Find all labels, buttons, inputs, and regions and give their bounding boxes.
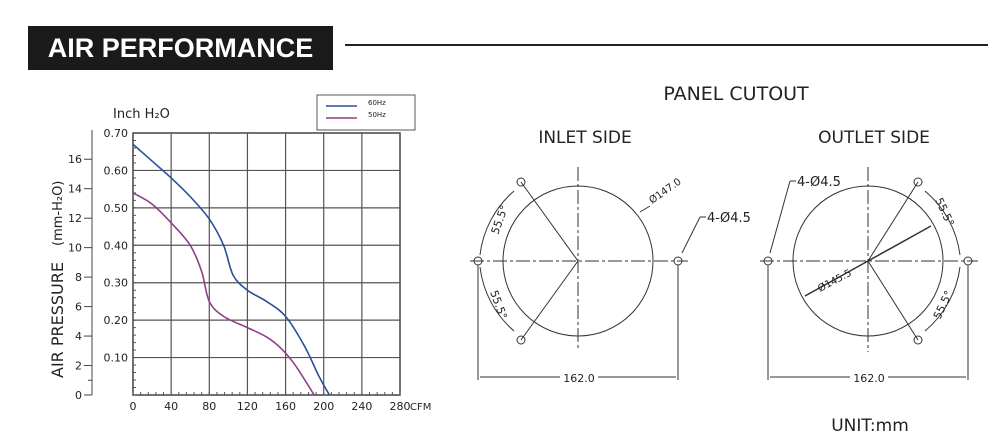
plot-frame — [132, 132, 401, 396]
y-tick-label: 0.20 — [104, 314, 129, 327]
mm-tick-label: 8 — [75, 271, 82, 284]
panel-cutout: PANEL CUTOUT INLET SIDE OUTLET SIDE UNIT… — [470, 83, 978, 436]
mm-tick-label: 0 — [75, 389, 82, 402]
mm-tick-label: 2 — [75, 360, 82, 373]
mount-hole — [516, 177, 526, 187]
y-tick-label: 0.10 — [104, 352, 129, 365]
angle-label: 55.5° — [931, 289, 955, 322]
mount-hole — [913, 177, 923, 187]
unit-label: UNIT:mm — [831, 416, 909, 436]
angle-label: 55.5° — [489, 203, 511, 236]
mm-tick-label: 14 — [68, 183, 82, 196]
inlet-drawing: 55.5° 55.5° Ø147.0 4-Ø4.5 162.0 — [470, 167, 751, 385]
outlet-drawing: 55.5° 55.5° Ø145.5 4-Ø4.5 162.0 — [760, 167, 978, 385]
inlet-label: INLET SIDE — [538, 128, 631, 148]
mm-tick-label: 10 — [68, 242, 82, 255]
cutout-title: PANEL CUTOUT — [663, 83, 809, 105]
y-tick-label: 0.40 — [104, 239, 129, 252]
angle-label: 55.5° — [932, 196, 956, 229]
x-tick-label: 40 — [164, 400, 178, 413]
mm-tick-label: 16 — [68, 153, 82, 166]
outlet-label: OUTLET SIDE — [818, 128, 930, 148]
y-axis-unit: (mm-H₂O) — [51, 181, 66, 246]
y-tick-label: 0.50 — [104, 202, 129, 215]
holes-label: 4-Ø4.5 — [797, 175, 841, 190]
mm-tick-label: 6 — [75, 301, 82, 314]
section-title: AIR PERFORMANCE — [28, 26, 333, 70]
angle-label: 55.5° — [487, 289, 509, 322]
legend-box — [316, 94, 416, 131]
x-tick-label: 0 — [130, 400, 137, 413]
mount-hole — [913, 335, 923, 345]
mm-tick-label: 12 — [68, 212, 82, 225]
y-tick-label: 0.30 — [104, 277, 129, 290]
diameter-label: Ø145.5 — [816, 267, 854, 295]
x-axis-label: CFM — [410, 402, 431, 413]
y-tick-label: 0.70 — [104, 127, 129, 140]
x-tick-label: 200 — [313, 400, 334, 413]
mount-hole — [516, 335, 526, 345]
x-tick-label: 240 — [351, 400, 372, 413]
air-performance-chart: 0 40 80 120 160 200 240 280 CFM0.100.200.300.400… — [48, 94, 431, 413]
y-axis-label: AIR PRESSURE — [48, 262, 67, 378]
series-line-60Hz — [132, 143, 331, 396]
y-tick-label: 0.60 — [104, 164, 129, 177]
mm-tick-label: 4 — [75, 330, 82, 343]
x-tick-label: 120 — [237, 400, 258, 413]
x-tick-label: 280 — [390, 400, 411, 413]
legend-label: 50Hz — [368, 111, 386, 119]
spacing-label: 162.0 — [563, 372, 595, 385]
legend-label: 60Hz — [368, 99, 386, 107]
spacing-label: 162.0 — [853, 372, 885, 385]
x-tick-label: 80 — [202, 400, 216, 413]
series-line-50Hz — [132, 192, 315, 396]
x-tick-label: 160 — [275, 400, 296, 413]
inch-axis-label: Inch H₂O — [113, 107, 170, 122]
diameter-label: Ø147.0 — [647, 176, 684, 207]
holes-label: 4-Ø4.5 — [707, 211, 751, 226]
